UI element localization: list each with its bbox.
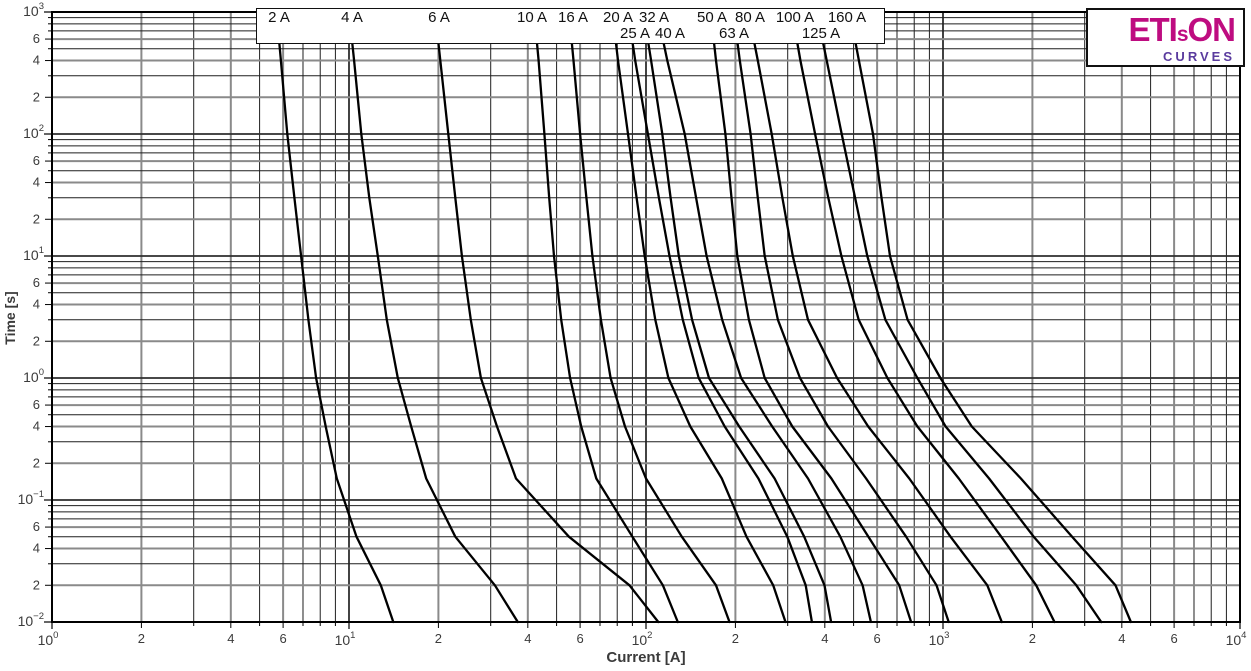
curve-label-160a: 160 A [827, 9, 867, 26]
fuse-curve-25A [626, 10, 814, 624]
x-axis-minor-label: 4 [227, 631, 234, 646]
fuse-curve-40A [655, 10, 873, 624]
y-axis-minor-label: 6 [33, 153, 40, 168]
x-axis-decade-label: 102 [632, 630, 653, 648]
x-axis-minor-label: 4 [524, 631, 531, 646]
y-axis-minor-label: 6 [33, 397, 40, 412]
curve-label-125a: 125 A [801, 25, 841, 42]
fuse-curve-50A [709, 10, 913, 624]
logo-text-curves: CURVES [1163, 49, 1235, 64]
curve-label-32a: 32 A [638, 9, 670, 26]
y-axis-minor-label: 4 [33, 53, 40, 68]
y-axis-minor-label: 4 [33, 297, 40, 312]
x-axis-minor-label: 6 [873, 631, 880, 646]
y-axis-minor-label: 4 [33, 419, 40, 434]
y-axis-minor-label: 6 [33, 275, 40, 290]
curve-label-20a: 20 A [602, 9, 634, 26]
y-axis-title: Time [s] [2, 291, 18, 345]
fuse-curve-2A [275, 10, 395, 624]
y-axis-minor-label: 2 [33, 577, 40, 592]
fuse-curve-10A [532, 10, 679, 624]
logo-text-on: ON [1187, 11, 1236, 48]
fuse-curve-20A [611, 10, 787, 624]
y-axis-minor-label: 2 [33, 455, 40, 470]
curve-label-40a: 40 A [654, 25, 686, 42]
y-axis-minor-label: 6 [33, 519, 40, 534]
fuse-curve-63A [732, 10, 950, 624]
y-axis-decade-label: 10−1 [18, 489, 44, 507]
fuse-curve-80A [747, 10, 1003, 624]
y-axis-decade-label: 102 [23, 123, 44, 141]
curve-label-10a: 10 A [516, 9, 548, 26]
y-axis-decade-label: 103 [23, 1, 44, 19]
curve-label-80a: 80 A [734, 9, 766, 26]
x-axis-minor-label: 2 [1029, 631, 1036, 646]
fuse-curve-4A [347, 10, 519, 624]
y-axis-minor-label: 4 [33, 175, 40, 190]
fuse-curve-6A [433, 10, 660, 624]
y-axis-minor-label: 2 [33, 211, 40, 226]
etison-logo: ETIsON CURVES [1086, 8, 1245, 67]
x-axis-decade-label: 104 [1226, 630, 1247, 648]
curve-label-50a: 50 A [696, 9, 728, 26]
x-axis-minor-label: 4 [821, 631, 828, 646]
x-axis-title: Current [A] [606, 649, 686, 666]
fuse-curve-16A [567, 10, 731, 624]
x-axis-minor-label: 2 [435, 631, 442, 646]
logo-text-eti: ETI [1128, 11, 1177, 48]
x-axis-minor-label: 2 [732, 631, 739, 646]
y-axis-minor-label: 4 [33, 541, 40, 556]
curve-label-16a: 16 A [557, 9, 589, 26]
x-axis-decade-label: 101 [335, 630, 356, 648]
x-axis-minor-label: 2 [138, 631, 145, 646]
logo-text-s: s [1176, 23, 1189, 46]
x-axis-decade-label: 103 [929, 630, 950, 648]
fuse-curve-125A [815, 10, 1103, 624]
y-axis-decade-label: 101 [23, 245, 44, 263]
x-axis-minor-label: 4 [1118, 631, 1125, 646]
curve-label-25a: 25 A [619, 25, 651, 42]
curve-label-4a: 4 A [341, 9, 363, 26]
curve-label-63a: 63 A [718, 25, 750, 42]
fuse-curve-100A [790, 10, 1056, 624]
fuse-curve-32A [642, 10, 833, 624]
curve-label-6a: 6 A [428, 9, 450, 26]
y-axis-minor-label: 2 [33, 333, 40, 348]
y-axis-minor-label: 2 [33, 89, 40, 104]
y-axis-decade-label: 100 [23, 367, 44, 385]
curve-label-strip: 2 A 4 A 6 A 10 A 16 A 20 A 25 A 32 A 40 A 50 A 63 … [256, 8, 885, 44]
y-axis-decade-label: 10−2 [18, 611, 44, 629]
x-axis-minor-label: 6 [1170, 631, 1177, 646]
y-axis-minor-label: 6 [33, 31, 40, 46]
x-axis-minor-label: 6 [576, 631, 583, 646]
x-axis-minor-label: 6 [279, 631, 286, 646]
curve-label-2a: 2 A [268, 9, 290, 26]
fuse-curve-160A [848, 10, 1133, 624]
x-axis-decade-label: 100 [38, 630, 59, 648]
logo-wordmark: ETIsON [1088, 11, 1236, 51]
curve-label-100a: 100 A [775, 9, 815, 26]
